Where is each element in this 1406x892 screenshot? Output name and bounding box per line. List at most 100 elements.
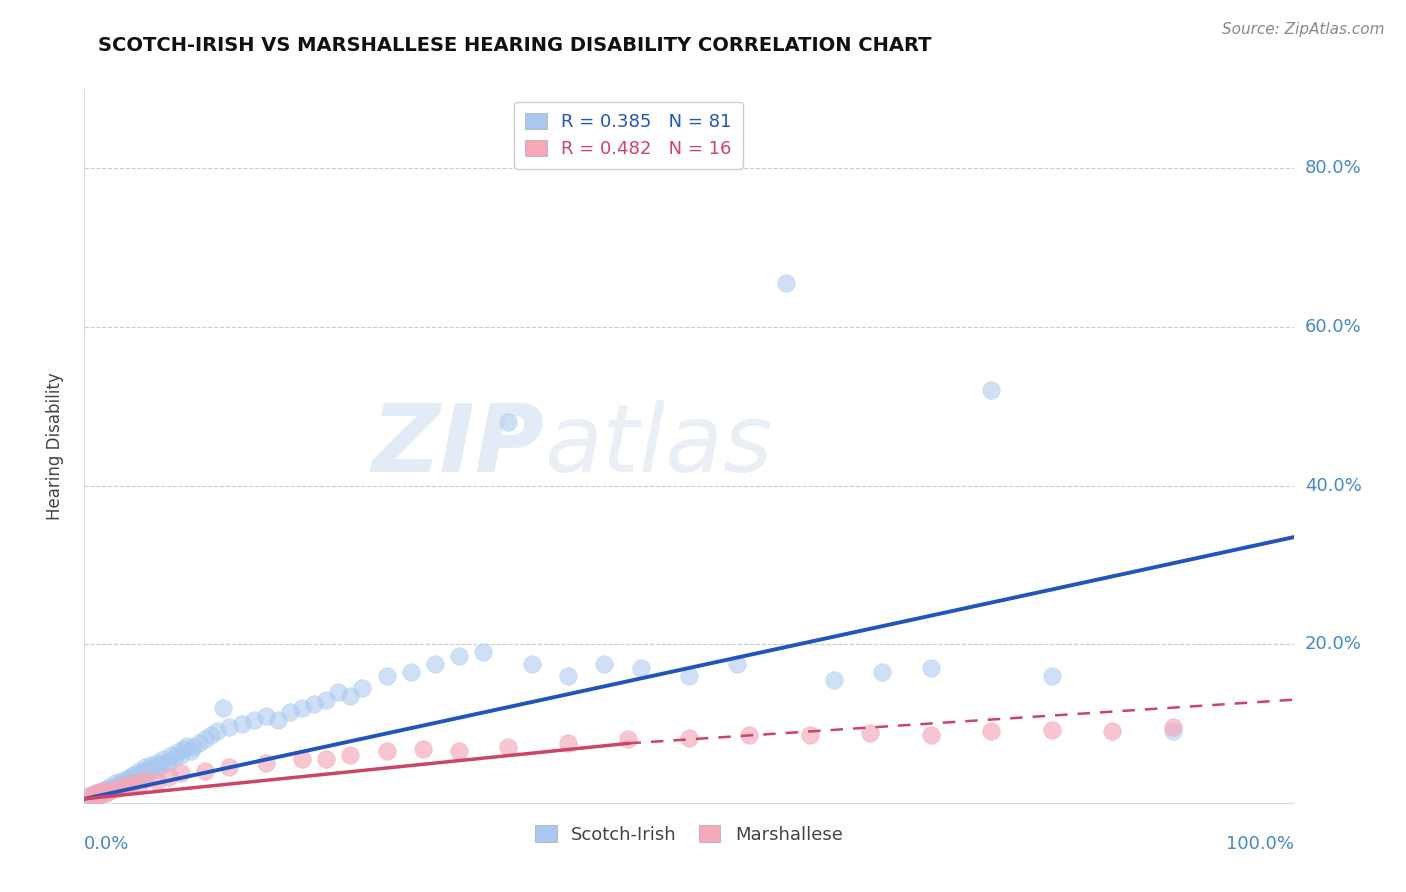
- Point: [557, 736, 579, 750]
- Point: [267, 713, 290, 727]
- Point: [104, 781, 127, 796]
- Point: [91, 786, 114, 800]
- Text: ZIP: ZIP: [371, 400, 544, 492]
- Text: 60.0%: 60.0%: [1305, 318, 1361, 336]
- Point: [291, 752, 314, 766]
- Point: [176, 739, 198, 753]
- Point: [121, 772, 143, 786]
- Point: [152, 752, 174, 766]
- Text: atlas: atlas: [544, 401, 772, 491]
- Point: [148, 757, 170, 772]
- Point: [110, 776, 132, 790]
- Point: [412, 742, 434, 756]
- Point: [328, 685, 350, 699]
- Point: [254, 756, 277, 771]
- Text: Source: ZipAtlas.com: Source: ZipAtlas.com: [1222, 22, 1385, 37]
- Point: [134, 772, 156, 786]
- Point: [100, 781, 122, 796]
- Point: [352, 681, 374, 695]
- Point: [173, 742, 195, 756]
- Text: 20.0%: 20.0%: [1305, 635, 1361, 653]
- Point: [91, 784, 114, 798]
- Point: [104, 780, 127, 794]
- Point: [97, 780, 120, 794]
- Point: [146, 763, 169, 777]
- Point: [291, 700, 314, 714]
- Point: [155, 756, 177, 771]
- Point: [593, 657, 616, 671]
- Point: [449, 649, 471, 664]
- Point: [121, 776, 143, 790]
- Point: [87, 788, 110, 802]
- Point: [120, 771, 142, 785]
- Point: [115, 773, 138, 788]
- Point: [218, 760, 240, 774]
- Point: [115, 772, 138, 786]
- Point: [980, 384, 1002, 398]
- Point: [86, 786, 108, 800]
- Point: [91, 784, 114, 798]
- Point: [678, 731, 700, 745]
- Point: [738, 728, 761, 742]
- Text: 0.0%: 0.0%: [84, 835, 129, 853]
- Point: [799, 728, 821, 742]
- Point: [128, 768, 150, 782]
- Point: [920, 661, 942, 675]
- Point: [449, 744, 471, 758]
- Point: [302, 697, 325, 711]
- Point: [167, 744, 190, 758]
- Point: [423, 657, 446, 671]
- Point: [104, 776, 127, 790]
- Point: [131, 765, 153, 780]
- Point: [94, 781, 117, 796]
- Point: [231, 716, 253, 731]
- Point: [1040, 669, 1063, 683]
- Point: [124, 771, 146, 785]
- Point: [194, 764, 217, 778]
- Point: [79, 789, 101, 804]
- Point: [160, 748, 183, 763]
- Point: [859, 726, 882, 740]
- Point: [1161, 724, 1184, 739]
- Point: [375, 744, 398, 758]
- Point: [339, 748, 361, 763]
- Point: [218, 721, 240, 735]
- Point: [920, 728, 942, 742]
- Point: [181, 740, 204, 755]
- Point: [170, 748, 193, 763]
- Point: [1040, 723, 1063, 737]
- Point: [146, 756, 169, 771]
- Point: [188, 736, 211, 750]
- Point: [339, 689, 361, 703]
- Point: [315, 692, 337, 706]
- Point: [170, 765, 193, 780]
- Point: [121, 768, 143, 782]
- Point: [1161, 721, 1184, 735]
- Point: [86, 786, 108, 800]
- Text: 100.0%: 100.0%: [1226, 835, 1294, 853]
- Legend: Scotch-Irish, Marshallese: Scotch-Irish, Marshallese: [529, 818, 849, 851]
- Point: [97, 784, 120, 798]
- Point: [180, 744, 202, 758]
- Point: [83, 788, 105, 802]
- Point: [128, 778, 150, 792]
- Point: [107, 778, 129, 792]
- Point: [520, 657, 543, 671]
- Point: [128, 764, 150, 778]
- Point: [139, 763, 162, 777]
- Point: [97, 784, 120, 798]
- Point: [278, 705, 301, 719]
- Text: 40.0%: 40.0%: [1305, 476, 1361, 495]
- Point: [1101, 724, 1123, 739]
- Point: [157, 771, 180, 785]
- Point: [872, 665, 894, 679]
- Point: [375, 669, 398, 683]
- Point: [134, 764, 156, 778]
- Point: [136, 765, 159, 780]
- Point: [115, 778, 138, 792]
- Point: [678, 669, 700, 683]
- Point: [110, 773, 132, 788]
- Point: [980, 724, 1002, 739]
- Point: [617, 732, 640, 747]
- Text: SCOTCH-IRISH VS MARSHALLESE HEARING DISABILITY CORRELATION CHART: SCOTCH-IRISH VS MARSHALLESE HEARING DISA…: [98, 36, 932, 54]
